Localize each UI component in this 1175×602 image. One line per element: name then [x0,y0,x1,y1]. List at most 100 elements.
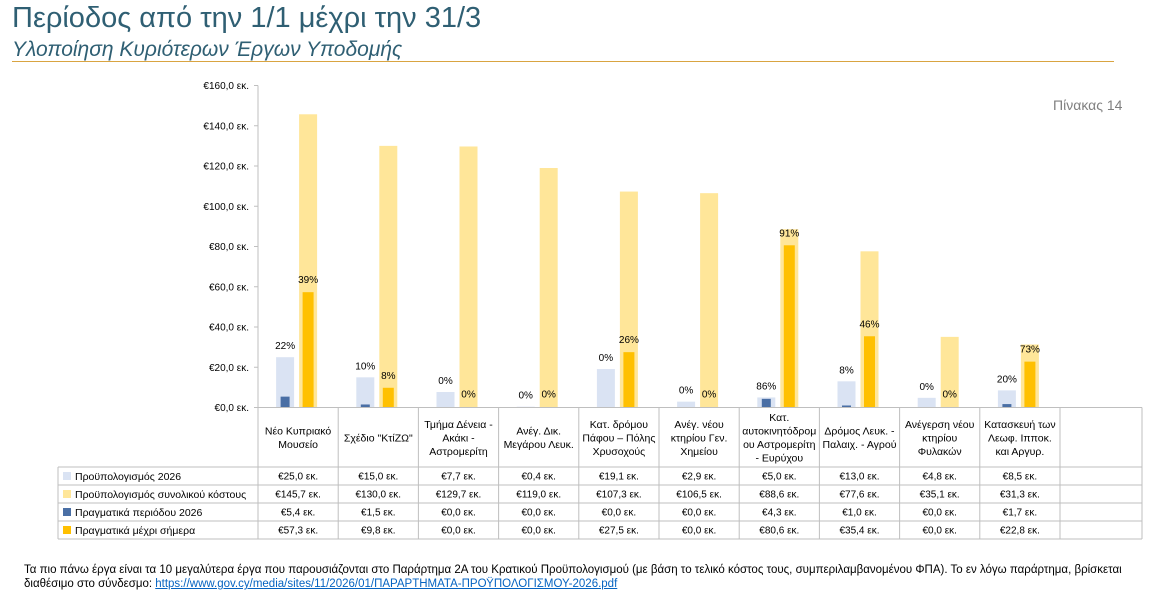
legend-key [63,472,71,480]
table-cell-value: €0,0 εκ. [441,526,475,537]
category-label: κτηρίου Γεν. [671,432,728,444]
category-label: Μουσείο [278,439,318,451]
series-name: Προϋπολογισμός 2026 [75,471,181,483]
table-cell-value: €4,8 εκ. [922,472,956,483]
y-tick-label: €0,0 εκ. [215,403,249,414]
pct-label-period: 0% [679,386,694,397]
category-label: Πάφου – Πόλης [582,432,655,444]
table-cell-value: €129,7 εκ. [436,490,482,501]
y-tick-label: €40,0 εκ. [209,323,249,334]
category-label: Ακάκι - [442,432,475,444]
pct-label-total: 46% [859,319,879,330]
category-label: Χρυσοχούς [593,446,646,458]
table-cell-value: €0,0 εκ. [521,526,555,537]
bar-budget-2026 [837,381,856,408]
category-label: Σχέδιο "ΚτίΖΩ" [344,432,413,444]
bar-budget-2026 [917,397,936,408]
bar-total-cost-budget [700,193,719,408]
bar-total-cost-budget [379,145,398,408]
pct-label-total: 0% [541,390,556,401]
table-cell-value: €1,0 εκ. [842,508,876,519]
pct-label-period: 0% [919,382,934,393]
table-cell-value: €1,7 εκ. [1003,508,1037,519]
annex-link[interactable]: https://www.gov.cy/media/sites/11/2026/0… [155,578,618,590]
y-tick-label: €120,0 εκ. [203,162,249,173]
pct-label-period: 0% [518,391,533,402]
table-cell-value: €8,5 εκ. [1003,472,1037,483]
pct-label-total: 26% [619,335,639,346]
table-cell-value: €130,0 εκ. [355,490,401,501]
table-cell-value: €27,5 εκ. [599,526,639,537]
table-cell-value: €77,6 εκ. [839,490,879,501]
table-cell-value: €13,0 εκ. [839,472,879,483]
title-divider [12,61,1114,62]
bar-actual-to-date [1024,361,1036,408]
bar-budget-2026 [677,401,696,408]
category-label: Ανέγ. νέου [674,419,724,431]
table-cell-value: €88,6 εκ. [759,490,799,501]
category-label: Δρόμος Λευκ. - [824,426,895,438]
table-cell-value: €0,0 εκ. [602,508,636,519]
table-cell-value: €0,0 εκ. [441,508,475,519]
pct-label-total: 91% [779,228,799,239]
table-cell-value: €5,4 εκ. [281,508,315,519]
table-cell-value: €0,4 εκ. [521,472,555,483]
table-cell-value: €1,5 εκ. [361,508,395,519]
y-tick-label: €80,0 εκ. [209,242,249,253]
pct-label-period: 22% [275,341,295,352]
category-label: Μεγάρου Λευκ. [504,439,574,451]
bar-actual-period-2026 [280,396,290,408]
series-name: Πραγματικά περιόδου 2026 [75,507,203,519]
table-cell-value: €2,9 εκ. [682,472,716,483]
pct-label-total: 0% [461,390,476,401]
table-cell-value: €0,0 εκ. [682,526,716,537]
bar-actual-period-2026 [1002,404,1012,408]
page-title: Περίοδος από την 1/1 μέχρι την 31/3 [12,2,482,34]
bar-budget-2026 [997,390,1016,408]
y-tick-label: €140,0 εκ. [203,121,249,132]
table-cell-value: €35,1 εκ. [920,490,960,501]
pct-label-period: 0% [438,376,453,387]
bar-budget-2026 [276,357,295,408]
category-label: Κατασκευή των [984,419,1055,431]
legend-key [63,526,71,534]
table-cell-value: €5,0 εκ. [762,472,796,483]
category-label: Κατ. [769,412,789,424]
table-cell-value: €19,1 εκ. [599,472,639,483]
table-cell-value: €107,3 εκ. [596,490,642,501]
category-label: ου Αστρομερίτη [743,439,816,451]
table-cell-value: €7,7 εκ. [441,472,475,483]
y-tick-label: €160,0 εκ. [203,81,249,92]
table-cell-value: €4,3 εκ. [762,508,796,519]
pct-label-total: 0% [942,390,957,401]
bar-actual-period-2026 [360,404,370,408]
y-tick-label: €60,0 εκ. [209,282,249,293]
bar-actual-to-date [783,245,795,408]
pct-label-total: 73% [1020,345,1040,356]
pct-label-period: 0% [599,353,614,364]
pct-label-period: 8% [839,365,854,376]
table-cell-value: €31,3 εκ. [1000,490,1040,501]
table-cell-value: €57,3 εκ. [278,526,318,537]
table-cell-value: €15,0 εκ. [358,472,398,483]
category-label: Κατ. δρόμου [590,419,648,431]
page-subtitle: Υλοποίηση Κυριότερων Έργων Υποδομής [12,38,403,61]
table-cell-value: €119,0 εκ. [516,490,561,501]
category-label: - Ευρύχου [755,453,803,465]
series-name: Πραγματικά μέχρι σήμερα [75,525,195,537]
y-tick-label: €100,0 εκ. [203,202,249,213]
category-label: αυτοκινητόδρομ [742,426,816,438]
bar-actual-period-2026 [761,398,771,408]
footnote-text: Τα πιο πάνω έργα είναι τα 10 μεγαλύτερα … [24,564,1122,590]
category-label: Αστρομερίτη [429,446,488,458]
bar-actual-to-date [382,387,394,408]
bar-total-cost-budget [940,336,959,408]
pct-label-period: 86% [756,381,776,392]
pct-label-total: 8% [381,371,396,382]
table-cell-value: €0,0 εκ. [682,508,716,519]
category-label: κτηρίου [922,432,957,444]
category-label: και Αργυρ. [996,446,1045,458]
legend-key [63,490,71,498]
table-cell-value: €0,0 εκ. [922,526,956,537]
bar-budget-2026 [436,392,455,408]
